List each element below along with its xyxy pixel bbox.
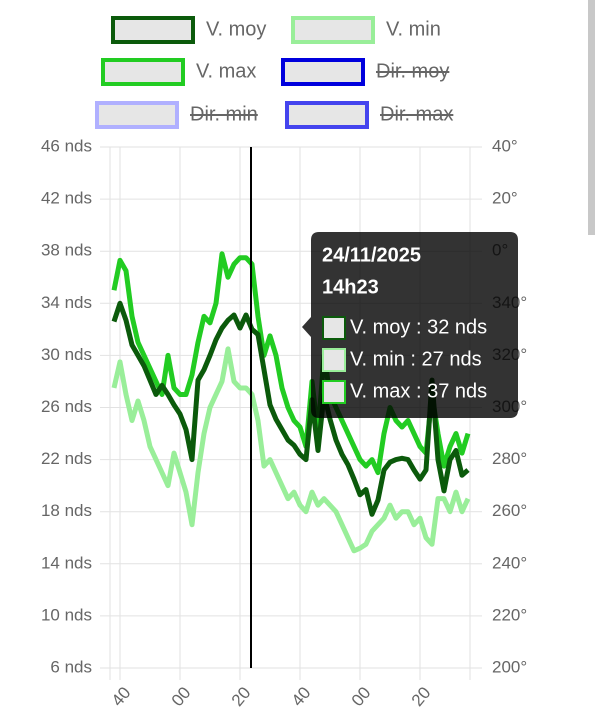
y-tick-label: 18 nds	[41, 501, 92, 520]
x-tick-label: 00	[168, 683, 195, 710]
tooltip: 24/11/2025 14h23 V. moy : 32 nds V. min : 2…	[302, 232, 518, 418]
y-tick-label: 46 nds	[41, 136, 92, 155]
y-tick-label: 10 nds	[41, 605, 92, 624]
y2-tick-label: 260°	[492, 501, 527, 520]
y2-tick-label: 200°	[492, 657, 527, 676]
legend-label[interactable]: V. max	[196, 60, 256, 82]
legend-swatch[interactable]	[285, 101, 369, 129]
y-tick-label: 6 nds	[50, 657, 92, 676]
tooltip-swatch	[322, 348, 346, 372]
y-tick-label: 34 nds	[41, 293, 92, 312]
y2-tick-label: 240°	[492, 553, 527, 572]
x-tick-label: 40	[288, 683, 315, 710]
tooltip-swatch	[322, 380, 346, 404]
tooltip-subtitle: 14h23	[322, 276, 379, 298]
tooltip-line: V. moy : 32 nds	[350, 316, 487, 338]
y2-tick-label: 280°	[492, 449, 527, 468]
y2-tick-label: 40°	[492, 136, 518, 155]
tooltip-box	[302, 232, 518, 418]
x-tick-label: 00	[348, 683, 375, 710]
y-tick-label: 26 nds	[41, 397, 92, 416]
y2-tick-label: 220°	[492, 605, 527, 624]
legend-label[interactable]: V. min	[386, 18, 441, 40]
y-tick-label: 14 nds	[41, 553, 92, 572]
tooltip-line: V. min : 27 nds	[350, 348, 482, 370]
tooltip-title: 24/11/2025	[322, 244, 421, 266]
series-line	[111, 300, 470, 517]
legend-swatch[interactable]	[291, 16, 375, 44]
y-tick-label: 42 nds	[41, 189, 92, 208]
x-tick-label: 20	[228, 683, 255, 710]
y-tick-label: 38 nds	[41, 241, 92, 260]
legend-swatch[interactable]	[95, 101, 179, 129]
legend-swatch[interactable]	[111, 16, 195, 44]
legend-label[interactable]: V. moy	[206, 18, 266, 40]
tooltip-swatch	[322, 316, 346, 340]
x-tick-label: 20	[408, 683, 435, 710]
series-line	[111, 251, 471, 476]
y2-tick-label: 20°	[492, 189, 518, 208]
legend-swatch[interactable]	[101, 58, 185, 86]
series-line	[111, 346, 471, 554]
y-tick-label: 22 nds	[41, 449, 92, 468]
y-tick-label: 30 nds	[41, 345, 92, 364]
legend-swatch[interactable]	[281, 58, 365, 86]
tooltip-line: V. max : 37 nds	[350, 380, 487, 402]
scrollbar[interactable]	[588, 0, 595, 235]
x-tick-label: 40	[108, 683, 135, 710]
